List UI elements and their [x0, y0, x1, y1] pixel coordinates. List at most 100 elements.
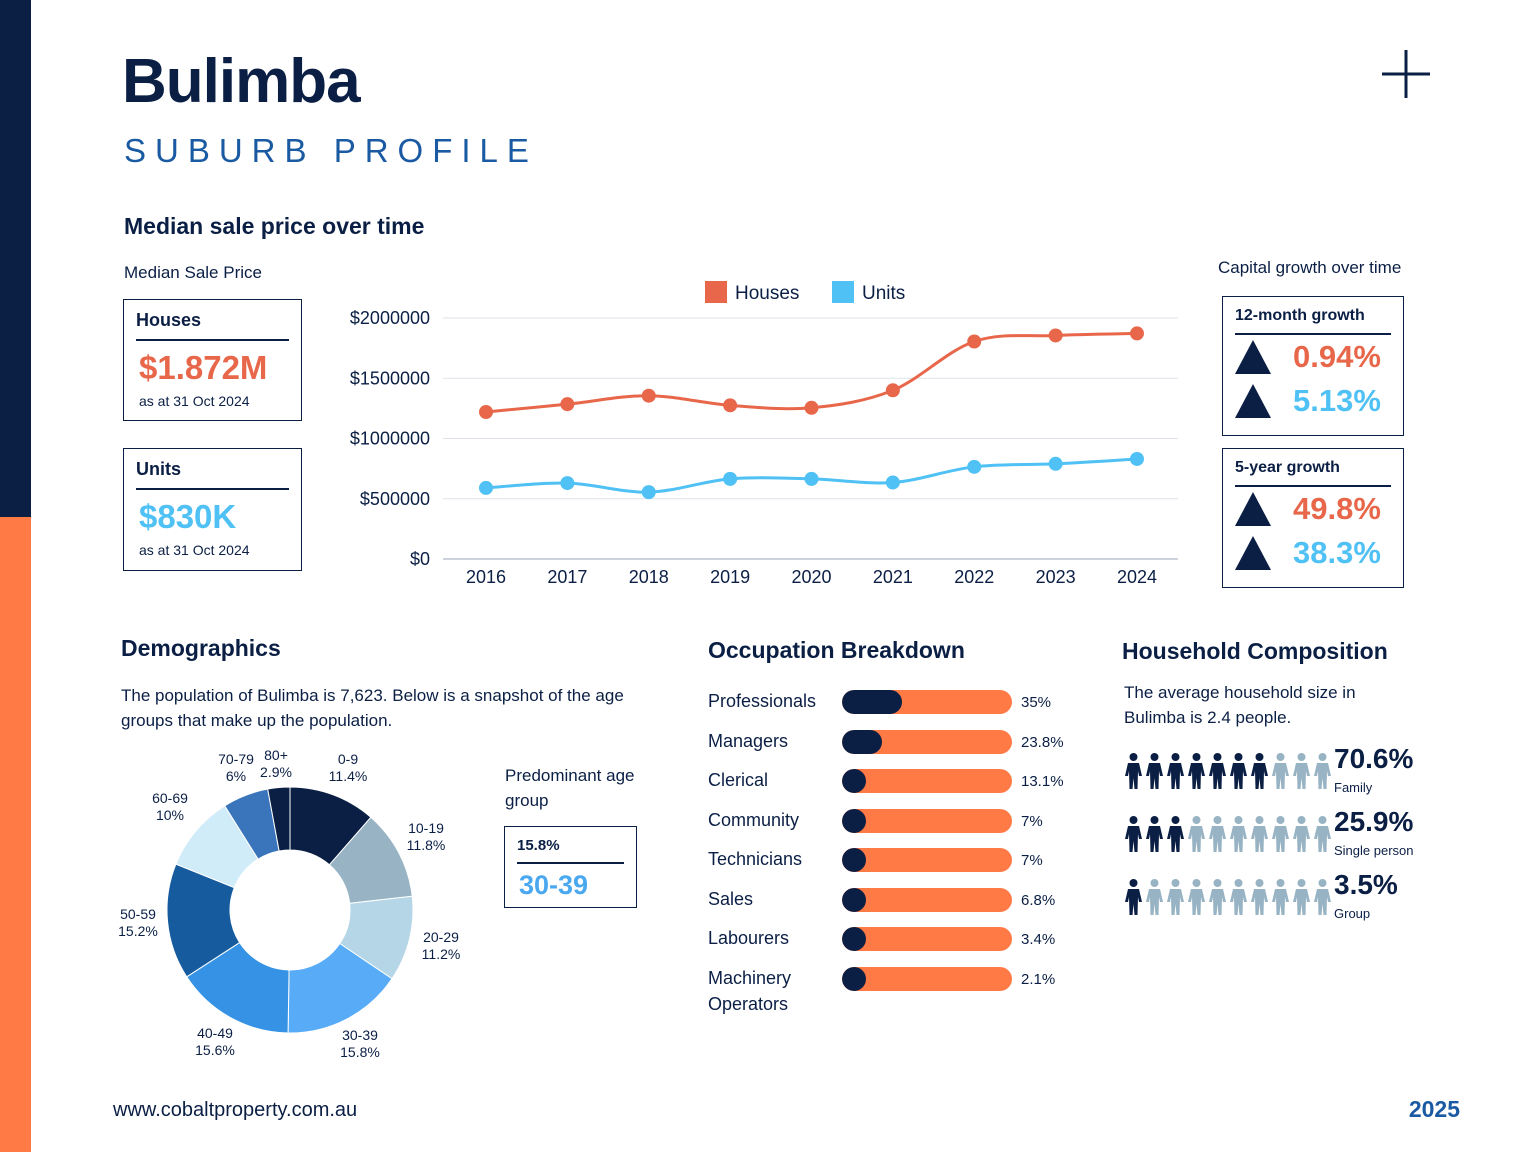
- slice-value: 11.4%: [328, 768, 368, 784]
- median-sale-price-label: Median Sale Price: [124, 263, 262, 282]
- data-point-units: [1048, 456, 1063, 471]
- houses-asof: as at 31 Oct 2024: [139, 393, 250, 409]
- person-icon: [1229, 878, 1248, 916]
- occupation-label: Community: [708, 809, 800, 830]
- occupation-bar-track: [842, 887, 1012, 912]
- donut-slice-label: 70-79 6%: [218, 751, 254, 785]
- twelve-month-houses-value: 0.94%: [1293, 339, 1381, 374]
- people-icon-row: [1124, 878, 1332, 916]
- legend-swatch-units: [832, 281, 854, 303]
- household-value: 70.6%: [1334, 743, 1414, 774]
- slice-category: 30-39: [342, 1027, 378, 1043]
- data-point-units: [967, 459, 982, 474]
- occupation-value: 35%: [1021, 694, 1052, 711]
- y-tick-label: $500000: [360, 489, 430, 509]
- slice-category: 60-69: [152, 790, 188, 806]
- slice-category: 50-59: [120, 906, 156, 922]
- occupation-value: 7%: [1021, 812, 1043, 830]
- person-icon: [1292, 815, 1311, 853]
- donut-slice-label: 30-39 15.8%: [340, 1027, 380, 1061]
- slice-value: 6%: [225, 768, 247, 784]
- occupation-bar-fill: [842, 887, 866, 912]
- occupation-bar-track: [842, 690, 1012, 714]
- person-icon: [1229, 815, 1248, 853]
- page-title: Bulimba: [122, 47, 361, 116]
- twelve-month-units-row: 5.13%: [1235, 379, 1403, 423]
- person-icon: [1229, 752, 1248, 790]
- series-line-houses: [485, 331, 1138, 414]
- person-icon: [1145, 752, 1164, 790]
- plus-icon: [1382, 50, 1430, 98]
- y-tick-label: $1500000: [350, 368, 430, 388]
- donut-slice-label: 40-49 15.6%: [195, 1025, 235, 1059]
- person-icon: [1166, 752, 1185, 790]
- person-icon: [1145, 815, 1164, 853]
- data-point-houses: [479, 404, 493, 419]
- occupation-label: Machinery Operators: [708, 967, 792, 1014]
- occupation-bar-track: [842, 729, 1012, 754]
- median-price-line-chart: $0 $500000 $1000000 $1500000 $2000000 2016 201…: [350, 281, 1178, 587]
- legend-label-houses: Houses: [735, 283, 799, 304]
- person-icon: [1166, 878, 1185, 916]
- y-tick-label: $0: [410, 549, 430, 569]
- donut-slice-80+: [267, 786, 291, 852]
- x-tick-label: 2023: [1036, 567, 1076, 587]
- occupation-bar-track: [842, 966, 1012, 991]
- footer-url[interactable]: www.cobaltproperty.com.au: [113, 1099, 358, 1121]
- slice-value: 10%: [155, 807, 185, 823]
- slice-value: 15.2%: [118, 923, 158, 939]
- occupation-bar-fill: [842, 769, 866, 793]
- slice-category: 80+: [264, 747, 288, 763]
- y-tick-label: $1000000: [350, 429, 430, 449]
- person-icon: [1313, 815, 1332, 853]
- data-point-houses: [723, 398, 738, 413]
- up-arrow-icon: [1235, 384, 1271, 418]
- people-icon-row: [1124, 815, 1332, 853]
- occupation-heading: Occupation Breakdown: [708, 637, 965, 663]
- five-year-houses-value: 49.8%: [1293, 491, 1381, 526]
- data-point-houses: [804, 400, 819, 415]
- occupation-bar-fill: [842, 808, 866, 833]
- person-icon: [1250, 752, 1269, 790]
- person-icon: [1208, 815, 1227, 853]
- side-bar-navy: [0, 0, 31, 517]
- twelve-month-growth-card: 12-month growth 0.94% 5.13%: [1222, 296, 1404, 436]
- occupation-value: 3.4%: [1021, 931, 1056, 948]
- data-point-houses: [885, 383, 900, 398]
- five-year-units-row: 38.3%: [1235, 531, 1403, 575]
- person-icon: [1271, 878, 1290, 916]
- household-label: Single person: [1334, 843, 1414, 858]
- slice-category: 70-79: [218, 751, 254, 767]
- predominant-group: 30-39: [519, 870, 589, 900]
- y-tick-label: $2000000: [350, 308, 430, 328]
- houses-card-label: Houses: [136, 310, 289, 341]
- person-icon: [1124, 752, 1143, 790]
- donut-slice-label: 20-29 11.2%: [422, 929, 461, 963]
- x-tick-label: 2019: [710, 567, 750, 587]
- data-point-units: [885, 475, 900, 490]
- data-point-houses: [641, 388, 656, 403]
- household-label: Family: [1334, 780, 1373, 795]
- household-heading: Household Composition: [1122, 638, 1388, 664]
- demographics-text: The population of Bulimba is 7,623. Belo…: [121, 686, 624, 730]
- twelve-month-label: 12-month growth: [1235, 307, 1391, 335]
- slice-value: 11.2%: [421, 946, 461, 962]
- predominant-age-card: 15.8% 30-39: [504, 826, 637, 908]
- donut-slice-label: 10-19 11.8%: [407, 820, 446, 854]
- household-text: The average household size in Bulimba is…: [1124, 683, 1356, 727]
- occupation-value: 23.8%: [1021, 733, 1064, 751]
- footer-year: 2025: [1408, 1096, 1460, 1122]
- units-price-card: Units $830K as at 31 Oct 2024: [123, 448, 302, 571]
- person-icon: [1145, 878, 1164, 916]
- page-subtitle: SUBURB PROFILE: [124, 132, 538, 169]
- person-icon: [1313, 752, 1332, 790]
- occupation-value: 2.1%: [1021, 970, 1056, 988]
- person-icon: [1271, 752, 1290, 790]
- data-point-units: [723, 471, 738, 486]
- data-point-units: [804, 471, 819, 486]
- capital-growth-label: Capital growth over time: [1218, 258, 1402, 277]
- slice-value: 15.6%: [195, 1042, 235, 1058]
- occupation-bar-fill: [842, 848, 866, 872]
- units-price-value: $830K: [139, 498, 237, 535]
- five-year-units-value: 38.3%: [1293, 535, 1381, 570]
